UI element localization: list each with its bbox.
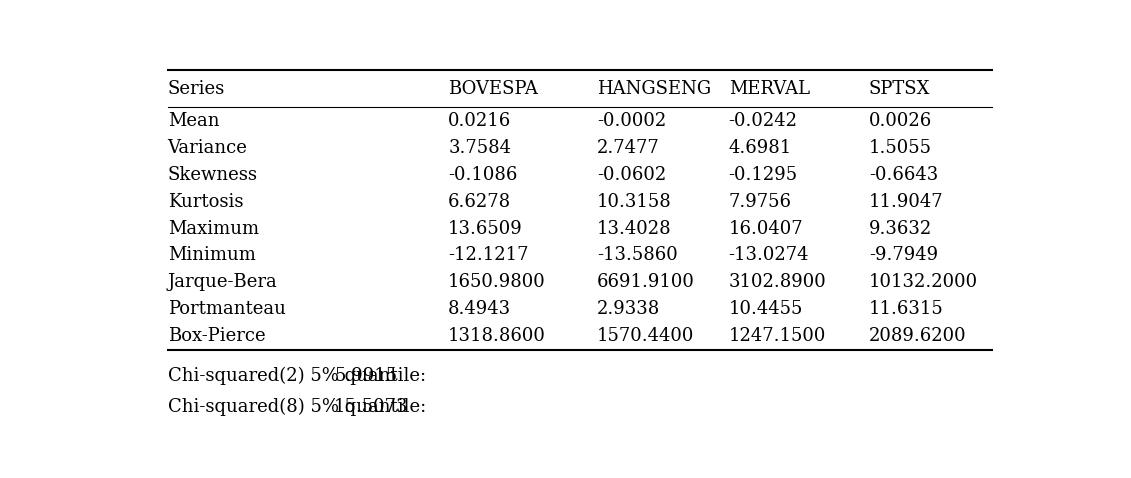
Text: Kurtosis: Kurtosis — [167, 193, 243, 210]
Text: 0.0216: 0.0216 — [448, 111, 511, 130]
Text: 6691.9100: 6691.9100 — [597, 273, 696, 292]
Text: 7.9756: 7.9756 — [728, 193, 792, 210]
Text: -13.5860: -13.5860 — [597, 247, 677, 264]
Text: -13.0274: -13.0274 — [728, 247, 809, 264]
Text: -0.0002: -0.0002 — [597, 111, 666, 130]
Text: 5.9915: 5.9915 — [335, 367, 397, 385]
Text: Series: Series — [167, 80, 225, 98]
Text: 15.5073: 15.5073 — [335, 398, 408, 416]
Text: 10.4455: 10.4455 — [728, 301, 803, 318]
Text: 16.0407: 16.0407 — [728, 219, 803, 238]
Text: 8.4943: 8.4943 — [448, 301, 511, 318]
Text: -0.0602: -0.0602 — [597, 165, 666, 184]
Text: Box-Pierce: Box-Pierce — [167, 327, 266, 346]
Text: Maximum: Maximum — [167, 219, 259, 238]
Text: 3102.8900: 3102.8900 — [728, 273, 827, 292]
Text: 1318.8600: 1318.8600 — [448, 327, 546, 346]
Text: -0.0242: -0.0242 — [728, 111, 797, 130]
Text: -12.1217: -12.1217 — [448, 247, 528, 264]
Text: Skewness: Skewness — [167, 165, 258, 184]
Text: Variance: Variance — [167, 139, 248, 156]
Text: 13.4028: 13.4028 — [597, 219, 672, 238]
Text: HANGSENG: HANGSENG — [597, 80, 711, 98]
Text: BOVESPA: BOVESPA — [448, 80, 538, 98]
Text: 0.0026: 0.0026 — [869, 111, 932, 130]
Text: -0.6643: -0.6643 — [869, 165, 938, 184]
Text: Jarque-Bera: Jarque-Bera — [167, 273, 277, 292]
Text: 1570.4400: 1570.4400 — [597, 327, 694, 346]
Text: -0.1295: -0.1295 — [728, 165, 797, 184]
Text: MERVAL: MERVAL — [728, 80, 810, 98]
Text: 10132.2000: 10132.2000 — [869, 273, 978, 292]
Text: 1650.9800: 1650.9800 — [448, 273, 546, 292]
Text: 1247.1500: 1247.1500 — [728, 327, 826, 346]
Text: 11.6315: 11.6315 — [869, 301, 943, 318]
Text: 3.7584: 3.7584 — [448, 139, 511, 156]
Text: 9.3632: 9.3632 — [869, 219, 932, 238]
Text: Minimum: Minimum — [167, 247, 256, 264]
Text: Chi-squared(2) 5% quantile:: Chi-squared(2) 5% quantile: — [167, 367, 425, 385]
Text: SPTSX: SPTSX — [869, 80, 931, 98]
Text: 2.7477: 2.7477 — [597, 139, 659, 156]
Text: Portmanteau: Portmanteau — [167, 301, 285, 318]
Text: 6.6278: 6.6278 — [448, 193, 511, 210]
Text: 2089.6200: 2089.6200 — [869, 327, 967, 346]
Text: 10.3158: 10.3158 — [597, 193, 672, 210]
Text: 1.5055: 1.5055 — [869, 139, 932, 156]
Text: 13.6509: 13.6509 — [448, 219, 523, 238]
Text: 4.6981: 4.6981 — [728, 139, 792, 156]
Text: Chi-squared(8) 5% quantile:: Chi-squared(8) 5% quantile: — [167, 398, 426, 416]
Text: Mean: Mean — [167, 111, 219, 130]
Text: -0.1086: -0.1086 — [448, 165, 518, 184]
Text: 2.9338: 2.9338 — [597, 301, 661, 318]
Text: -9.7949: -9.7949 — [869, 247, 938, 264]
Text: 11.9047: 11.9047 — [869, 193, 943, 210]
